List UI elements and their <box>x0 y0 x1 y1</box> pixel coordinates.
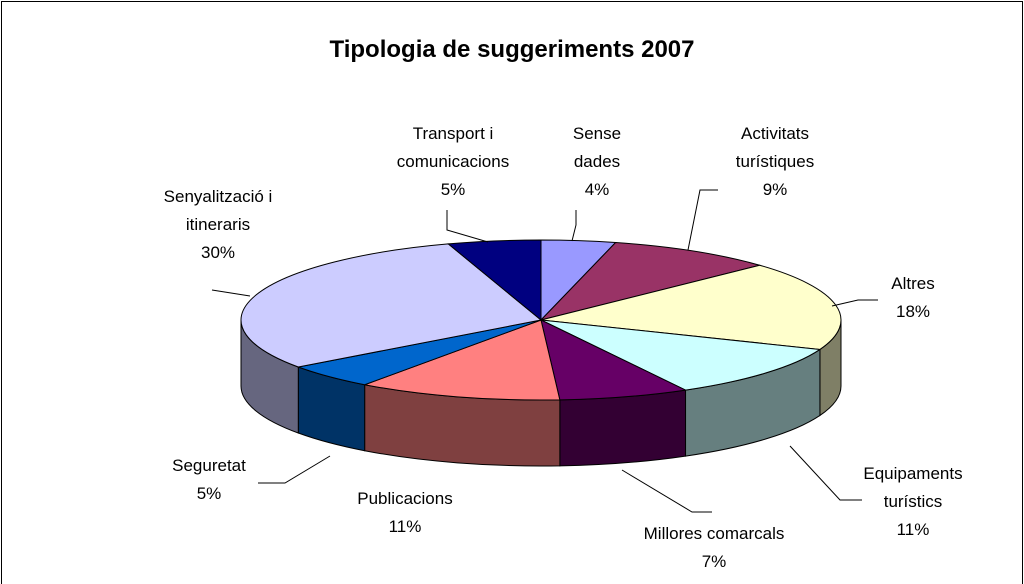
category-label: Millores comarcals <box>643 524 785 543</box>
category-label: Publicacions <box>357 489 453 508</box>
slice-label: Sense dades 4% <box>557 120 637 204</box>
leader-line <box>446 210 489 243</box>
slice <box>447 239 542 322</box>
leader-line <box>571 210 577 242</box>
leader-line <box>211 289 251 297</box>
value-label: 9% <box>762 180 788 199</box>
side-faces <box>240 319 842 467</box>
chart-title: Tipologia de suggeriments 2007 <box>329 36 695 63</box>
category-label: Senyalització i itineraris <box>163 187 273 234</box>
leader-lines <box>211 189 878 513</box>
slice <box>539 241 762 321</box>
slice-label: Publicacions 11% <box>330 485 480 541</box>
value-label: 11% <box>388 517 422 536</box>
slice-label: Altres 18% <box>873 270 953 326</box>
slice <box>240 243 543 368</box>
slices <box>240 239 842 467</box>
category-label: Activitats turístiques <box>735 124 815 171</box>
leader-line <box>621 469 712 513</box>
category-label: Transport i comunicacions <box>396 124 510 171</box>
value-label: 11% <box>896 520 930 539</box>
slice <box>540 319 688 401</box>
value-label: 30% <box>200 243 236 262</box>
value-label: 5% <box>440 180 466 199</box>
leader-line <box>789 445 862 501</box>
category-label: Sense dades <box>572 124 622 171</box>
top-faces <box>240 239 842 401</box>
category-label: Seguretat <box>172 456 246 475</box>
leader-line <box>258 455 331 484</box>
slice-label: Millores comarcals 7% <box>614 520 814 576</box>
value-label: 7% <box>701 552 727 571</box>
slice-label: Activitats turístiques 9% <box>710 120 840 204</box>
category-label: Altres <box>891 274 935 293</box>
slice-side <box>559 389 687 467</box>
value-label: 4% <box>584 180 610 199</box>
slice-label: Senyalització i itineraris 30% <box>143 183 293 267</box>
slice <box>540 319 822 391</box>
slice-label: Equipaments turístics 11% <box>843 460 983 544</box>
leader-line <box>687 189 718 251</box>
slice-label: Transport i comunicacions 5% <box>383 120 523 204</box>
slice <box>362 319 561 401</box>
category-label: Equipaments turístics <box>863 464 963 511</box>
leader-line <box>831 299 878 307</box>
slice-label: Seguretat 5% <box>149 452 269 508</box>
value-label: 18% <box>895 302 931 321</box>
value-label: 5% <box>196 484 222 503</box>
